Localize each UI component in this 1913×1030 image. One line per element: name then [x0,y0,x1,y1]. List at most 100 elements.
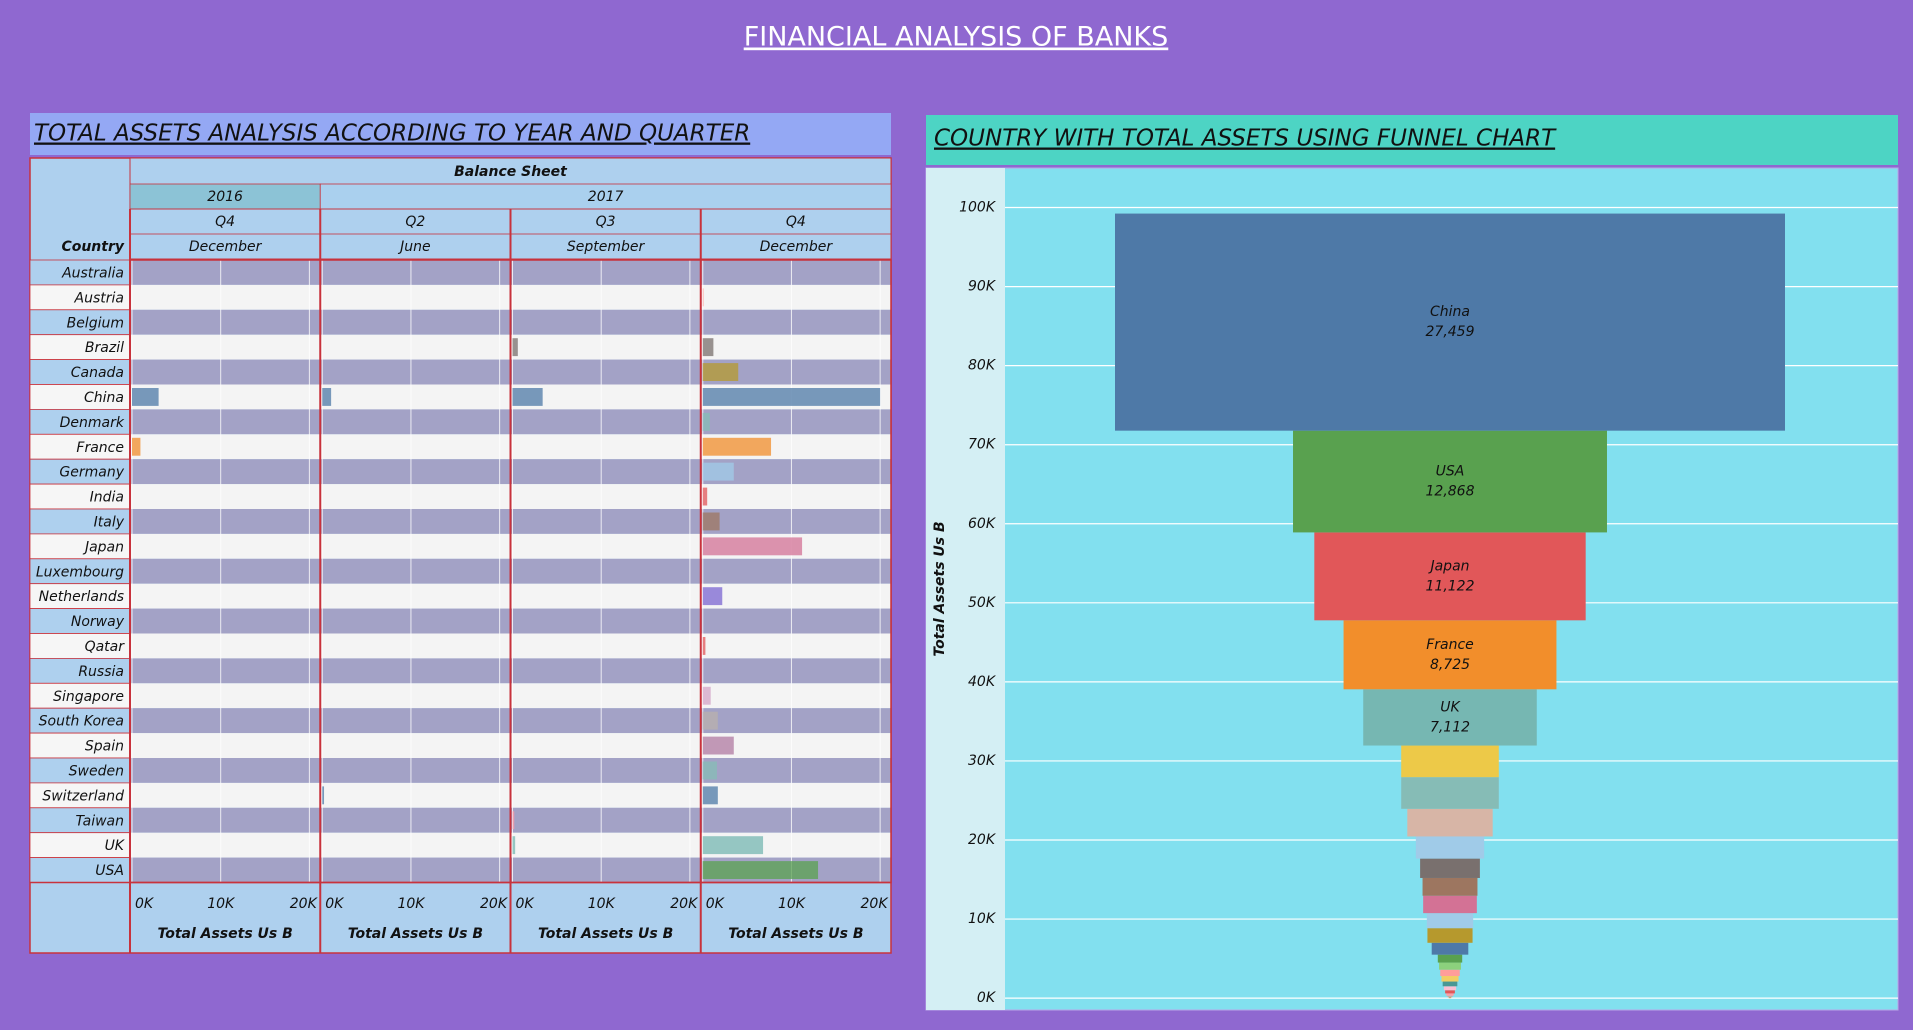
segment-label: Japan [1427,558,1469,574]
country-label: Brazil [85,340,124,356]
x-tick-label: 0K [325,896,345,912]
bar [702,412,710,431]
x-axis-title: Total Assets Us B [728,926,863,942]
y-axis-title: Total Assets Us B [932,521,948,656]
country-label: South Korea [39,714,124,730]
axis-area [926,168,1005,1010]
row-header: Country [61,239,124,255]
y-tick-label: 30K [968,753,997,769]
bar [702,711,718,730]
funnel-segment [1448,997,1452,999]
bar [702,686,711,705]
panel-title: COUNTRY WITH TOTAL ASSETS USING FUNNEL C… [934,126,1557,152]
funnel-segment [1439,962,1461,970]
country-cell [29,857,131,883]
bar [512,338,518,357]
year-label: 2016 [207,189,243,205]
x-axis-title: Total Assets Us B [538,926,673,942]
bar [702,587,723,606]
segment-value: 8,725 [1430,657,1470,673]
panel-banner [30,113,891,155]
year-cell [319,183,892,210]
country-cell [29,633,131,659]
funnel-segment [1363,689,1537,746]
country-label: Italy [94,514,125,530]
country-label: UK [105,838,126,854]
segment-value: 12,868 [1426,484,1475,500]
funnel-segment [1293,430,1607,533]
x-tick-label: 20K [290,896,319,912]
x-tick-label: 20K [670,896,699,912]
bar [702,487,708,506]
country-cell [29,533,131,560]
bar [702,537,803,556]
funnel-segment [1420,858,1480,878]
country-label: Switzerland [42,788,124,804]
country-label: Singapore [53,689,124,705]
funnel-segment [1401,745,1499,778]
country-label: Denmark [60,415,125,431]
dashboard-title: FINANCIAL ANALYSIS OF BANKS [744,22,1169,53]
country-label: Netherlands [39,589,124,605]
country-cell [29,707,131,734]
bar [702,861,819,879]
bar [702,836,764,855]
month-label: September [567,239,646,255]
funnel-segment [1407,808,1493,837]
month-label: December [189,239,263,255]
country-label: Australia [61,265,124,281]
segment-label: France [1426,637,1474,653]
x-tick-label: 10K [397,896,426,912]
country-label: Canada [71,365,124,381]
funnel-segment [1445,990,1455,994]
x-tick-label: 0K [135,896,155,912]
bar [702,338,714,357]
month-label: June [397,239,431,255]
bar [702,736,734,755]
country-label: Norway [71,614,125,630]
segment-value: 7,112 [1430,719,1470,735]
segment-label: China [1430,304,1470,320]
funnel-segment [1415,836,1485,859]
bar [512,388,543,406]
x-tick-label: 20K [861,896,890,912]
bar [702,512,720,531]
year-label: 2017 [588,189,624,205]
country-cell [29,558,131,585]
funnel-segment [1440,969,1460,977]
country-label: China [84,390,124,406]
country-label: Spain [85,739,124,755]
x-tick-label: 10K [207,896,236,912]
bar [512,836,516,855]
country-label: Luxembourg [36,564,124,580]
bar [322,388,332,406]
funnel-segment [1115,213,1785,431]
table-header: Balance Sheet [454,164,568,180]
segment-value: 11,122 [1426,578,1475,594]
y-tick-label: 40K [968,674,997,690]
y-tick-label: 100K [959,200,997,216]
y-tick-label: 80K [968,358,997,374]
panel-title: TOTAL ASSETS ANALYSIS ACCORDING TO YEAR … [34,121,750,147]
bar [702,761,717,780]
quarter-label: Q3 [596,214,616,230]
country-cell [29,508,131,535]
country-cell [29,658,131,684]
country-cell [29,408,131,435]
funnel-segment [1343,620,1557,690]
country-cell [29,608,131,634]
segment-value: 27,459 [1426,324,1475,340]
x-tick-label: 10K [778,896,807,912]
x-tick-label: 20K [480,896,509,912]
quarter-label: Q4 [786,214,806,230]
bar [702,388,881,406]
x-tick-label: 0K [706,896,726,912]
bar [702,637,706,655]
bar [132,388,159,406]
bar [702,462,734,481]
funnel-segment [1401,777,1499,809]
y-tick-label: 60K [968,516,997,532]
bar [702,288,704,307]
segment-label: USA [1436,464,1465,480]
